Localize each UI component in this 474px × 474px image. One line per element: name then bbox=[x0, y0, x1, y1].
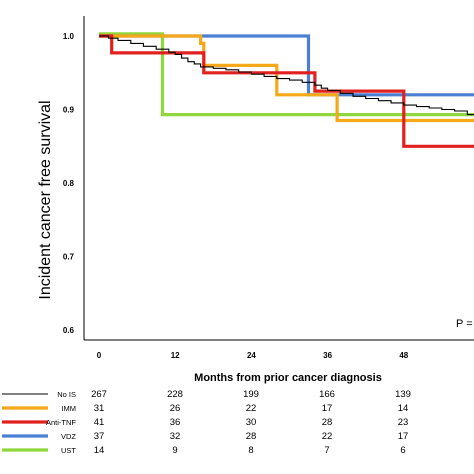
risk-count: 139 bbox=[395, 389, 411, 400]
risk-count: 199 bbox=[243, 389, 259, 400]
y-tick-labels: 0.6 0.7 0.8 0.9 1.0 bbox=[63, 32, 75, 335]
risk-count: 6 bbox=[400, 445, 405, 456]
y-tick-label: 0.6 bbox=[63, 326, 75, 335]
risk-count: 14 bbox=[398, 403, 409, 414]
risk-count: 26 bbox=[170, 403, 181, 414]
risk-count: 9 bbox=[172, 445, 177, 456]
risk-row: VDZ 37 32 28 22 17 bbox=[2, 431, 408, 442]
risk-row-label: IMM bbox=[61, 404, 76, 413]
risk-count: 23 bbox=[398, 417, 409, 428]
risk-count: 7 bbox=[324, 445, 329, 456]
risk-count: 17 bbox=[322, 403, 333, 414]
x-tick-label: 36 bbox=[323, 351, 332, 360]
series-line-ust bbox=[99, 32, 474, 117]
y-tick-label: 0.7 bbox=[63, 253, 75, 262]
risk-row: UST 14 9 8 7 6 bbox=[2, 445, 406, 456]
survival-curves bbox=[99, 32, 474, 148]
risk-row-label: Anti-TNF bbox=[46, 418, 76, 427]
series-line-no-is bbox=[99, 35, 474, 116]
risk-count: 31 bbox=[94, 403, 105, 414]
risk-row-label: VDZ bbox=[61, 432, 76, 441]
risk-count: 17 bbox=[398, 431, 409, 442]
risk-row: Anti-TNF 41 36 30 28 23 bbox=[2, 417, 408, 428]
x-tick-label: 24 bbox=[247, 351, 256, 360]
risk-count: 166 bbox=[319, 389, 335, 400]
risk-count: 41 bbox=[94, 417, 105, 428]
risk-count: 36 bbox=[170, 417, 181, 428]
x-tick-label: 0 bbox=[97, 351, 102, 360]
risk-count: 8 bbox=[248, 445, 253, 456]
risk-count: 14 bbox=[94, 445, 105, 456]
y-tick-label: 1.0 bbox=[63, 32, 75, 41]
risk-count: 22 bbox=[246, 403, 257, 414]
x-axis-title: Months from prior cancer diagnosis bbox=[194, 372, 382, 384]
risk-count: 30 bbox=[246, 417, 257, 428]
series-line-anti-tnf bbox=[99, 34, 474, 148]
risk-count: 28 bbox=[246, 431, 257, 442]
plot-area bbox=[83, 16, 474, 341]
risk-count: 267 bbox=[91, 389, 107, 400]
risk-count: 228 bbox=[167, 389, 183, 400]
risk-count: 37 bbox=[94, 431, 105, 442]
risk-row-label: UST bbox=[61, 446, 76, 455]
p-value-annotation: P = bbox=[456, 318, 473, 330]
risk-row: No IS 267 228 199 166 139 bbox=[2, 389, 411, 400]
risk-row-label: No IS bbox=[57, 390, 76, 399]
series-line-imm bbox=[99, 34, 474, 123]
series-line-vdz bbox=[99, 34, 474, 97]
risk-count: 32 bbox=[170, 431, 181, 442]
y-tick-label: 0.9 bbox=[63, 106, 75, 115]
y-axis-title: Incident cancer free survival bbox=[37, 100, 54, 299]
risk-count: 22 bbox=[322, 431, 333, 442]
y-tick-label: 0.8 bbox=[63, 179, 75, 188]
risk-row: IMM 31 26 22 17 14 bbox=[2, 403, 408, 414]
x-tick-label: 48 bbox=[399, 351, 408, 360]
x-tick-label: 12 bbox=[171, 351, 180, 360]
risk-count: 28 bbox=[322, 417, 333, 428]
x-tick-labels: 0 12 24 36 48 bbox=[97, 351, 409, 360]
